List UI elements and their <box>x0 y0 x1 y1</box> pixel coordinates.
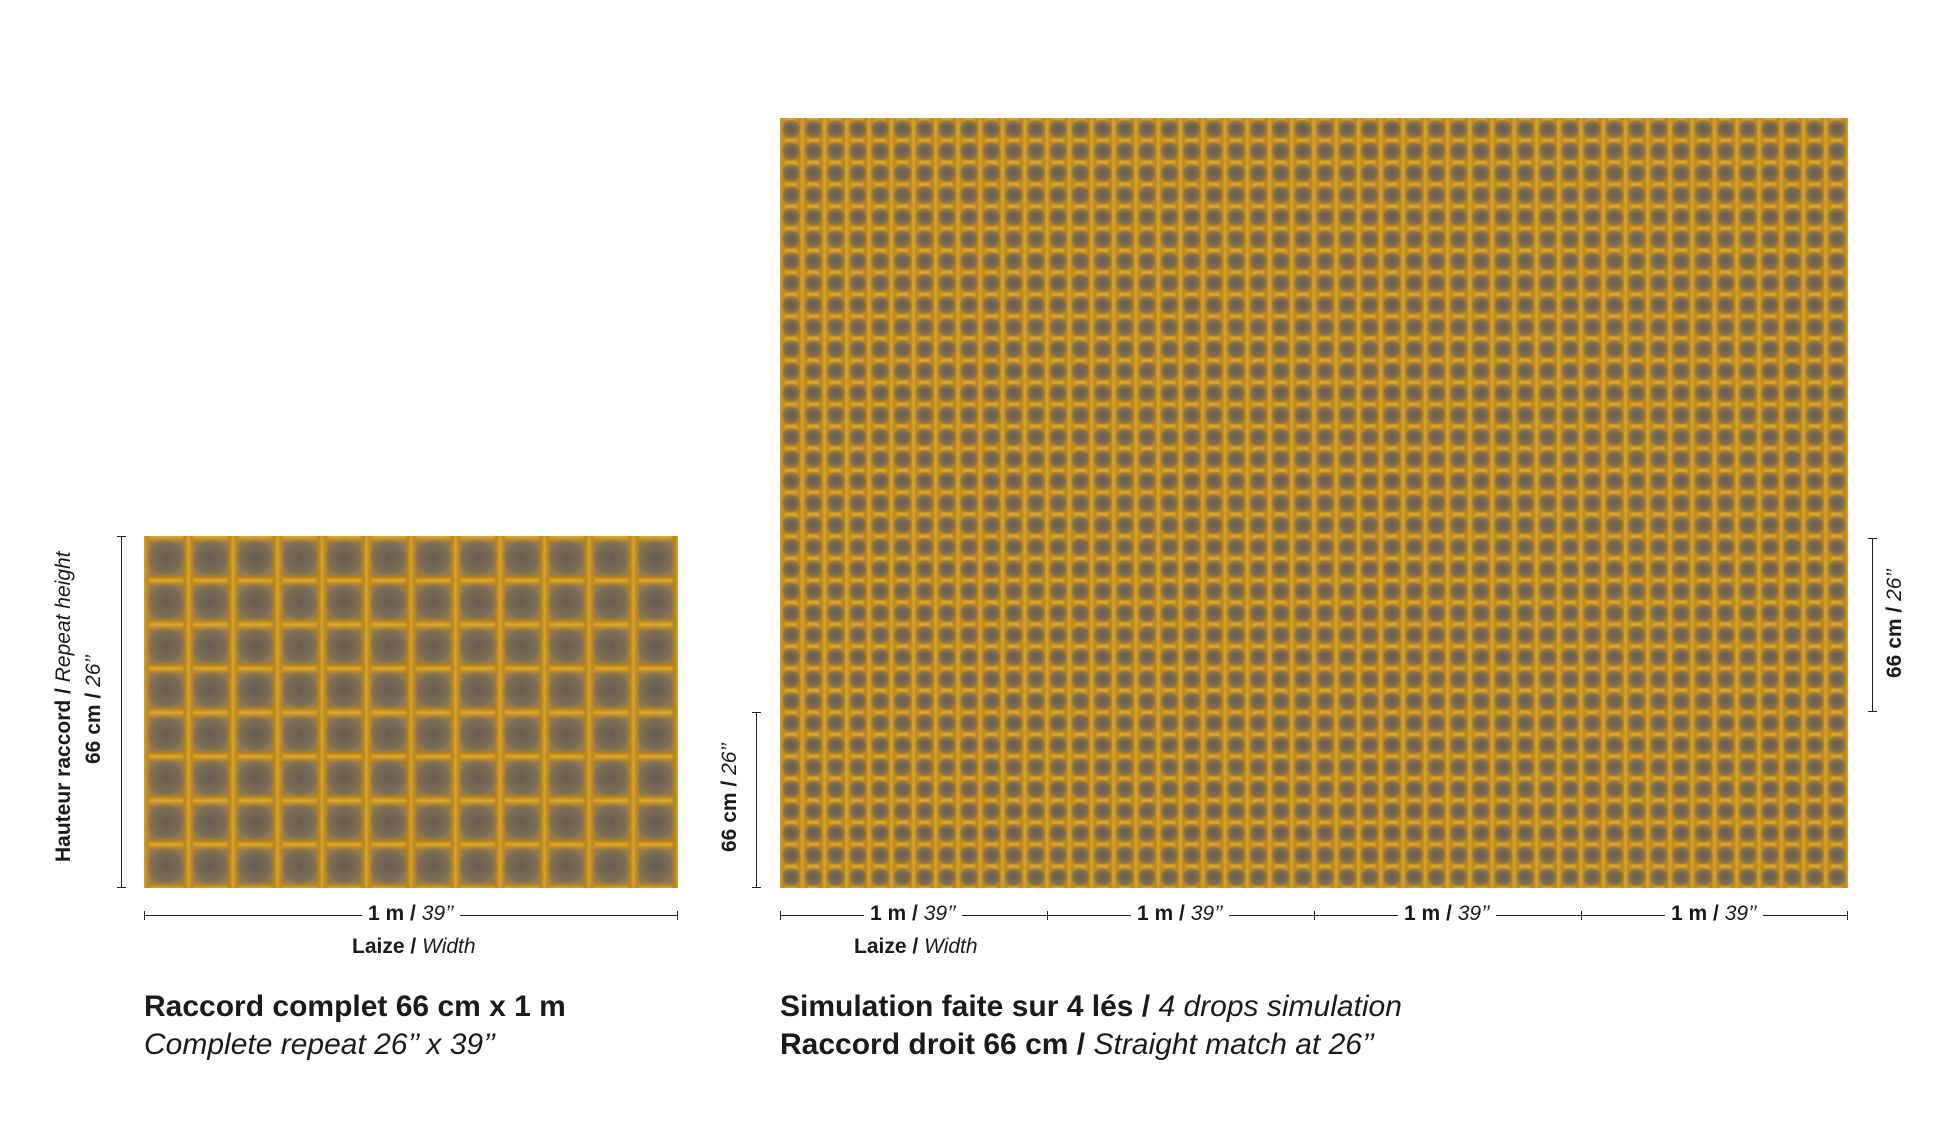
sim-left-height-line <box>756 712 757 888</box>
repeat-height-tick-top <box>117 536 126 537</box>
drop-width-1: 1 m / 39’’ <box>864 902 962 926</box>
drop-tick-4 <box>1847 911 1848 920</box>
simulation-swatch <box>780 118 1848 888</box>
width-tick-left <box>144 911 145 920</box>
drop-tick-0 <box>780 911 781 920</box>
repeat-height-dimension-line <box>121 536 122 888</box>
drop-width-2: 1 m / 39’’ <box>1131 902 1229 926</box>
sim-left-height-tick-top <box>752 712 761 713</box>
width-value: 1 m / 39’’ <box>362 902 460 926</box>
drop-tick-3 <box>1581 911 1582 920</box>
simulation-caption: Simulation faite sur 4 lés / 4 drops sim… <box>780 990 1402 1061</box>
sim-left-height-value: 66 cm / 26’’ <box>718 743 741 852</box>
drop-width-4: 1 m / 39’’ <box>1665 902 1763 926</box>
drop-width-3: 1 m / 39’’ <box>1398 902 1496 926</box>
sim-width-label: Laize / Width <box>854 935 978 958</box>
sim-right-height-tick-top <box>1868 538 1877 539</box>
repeat-swatch <box>144 536 678 888</box>
sim-right-height-tick-bottom <box>1868 711 1877 712</box>
repeat-height-value: 66 cm / 26’’ <box>82 655 105 764</box>
repeat-height-label: Hauteur raccord / Repeat height <box>52 551 75 862</box>
sim-left-height-tick-bottom <box>752 887 761 888</box>
drop-tick-1 <box>1047 911 1048 920</box>
width-tick-right <box>677 911 678 920</box>
repeat-caption: Raccord complet 66 cm x 1 m Complete rep… <box>144 990 566 1061</box>
sim-right-height-line <box>1872 538 1873 712</box>
sim-right-height-value: 66 cm / 26’’ <box>1883 569 1906 678</box>
width-label: Laize / Width <box>352 935 476 958</box>
drop-tick-2 <box>1314 911 1315 920</box>
repeat-height-tick-bottom <box>117 887 126 888</box>
